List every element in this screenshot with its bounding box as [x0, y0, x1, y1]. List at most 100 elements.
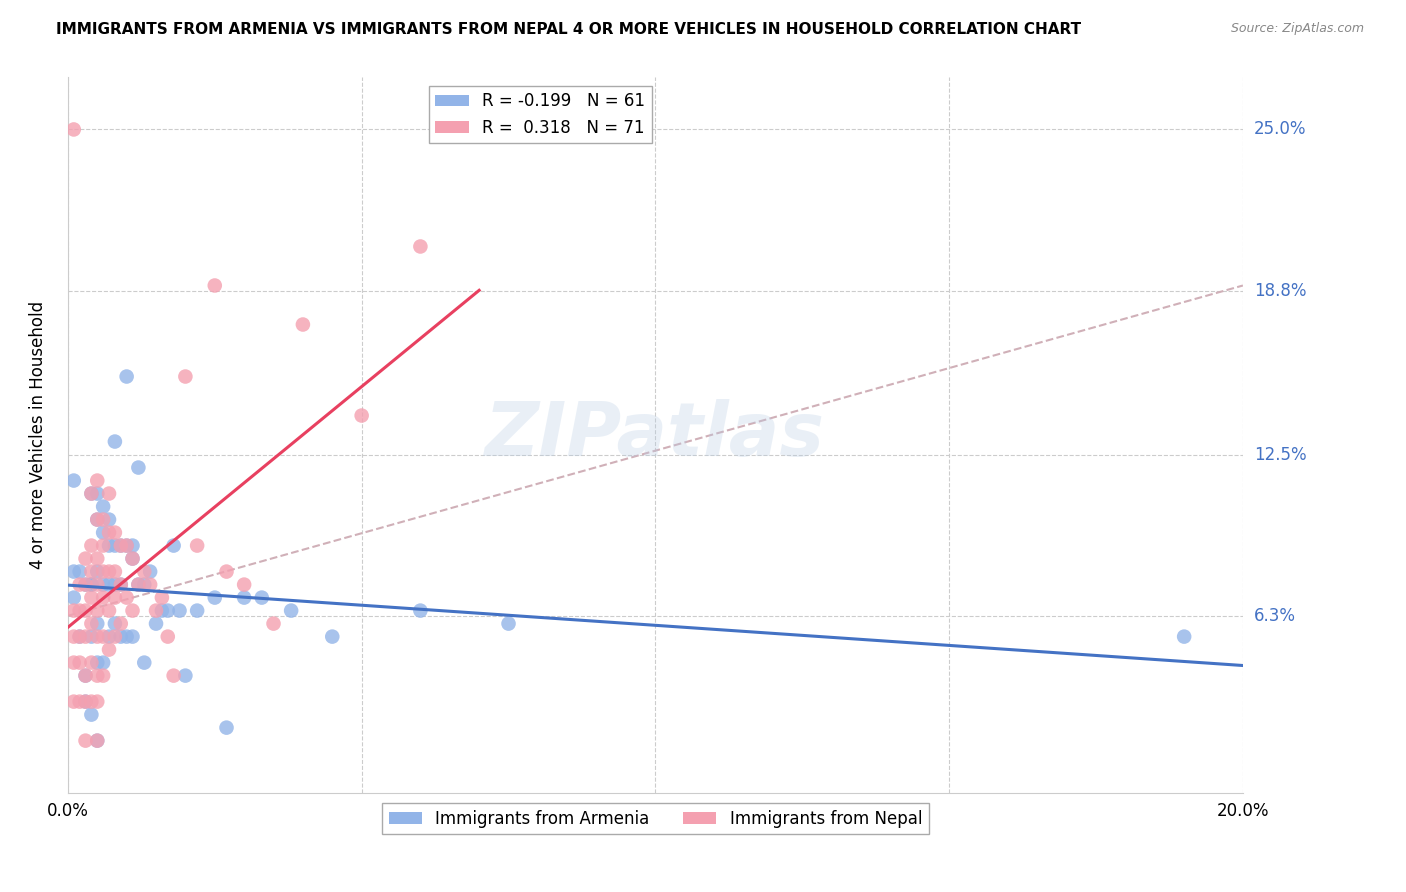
Point	[80, 577, 103, 591]
Point	[104, 434, 127, 449]
Point	[121, 630, 143, 644]
Point	[104, 565, 127, 579]
Text: 12.5%: 12.5%	[1254, 445, 1306, 464]
Point	[86, 604, 108, 618]
Point	[86, 656, 108, 670]
Point	[104, 591, 127, 605]
Point	[75, 695, 97, 709]
Point	[110, 539, 132, 553]
Point	[263, 616, 285, 631]
Point	[69, 630, 91, 644]
Point	[134, 565, 156, 579]
Point	[321, 630, 343, 644]
Point	[104, 616, 127, 631]
Point	[110, 577, 132, 591]
Point	[115, 630, 138, 644]
Point	[233, 577, 256, 591]
Point	[145, 616, 167, 631]
Point	[75, 668, 97, 682]
Text: Source: ZipAtlas.com: Source: ZipAtlas.com	[1230, 22, 1364, 36]
Text: 25.0%: 25.0%	[1254, 120, 1306, 138]
Point	[104, 525, 127, 540]
Point	[409, 604, 432, 618]
Point	[91, 577, 114, 591]
Point	[163, 668, 186, 682]
Point	[80, 486, 103, 500]
Point	[115, 539, 138, 553]
Point	[80, 565, 103, 579]
Point	[75, 695, 97, 709]
Point	[62, 474, 84, 488]
Text: 18.8%: 18.8%	[1254, 282, 1306, 300]
Point	[156, 630, 179, 644]
Point	[110, 630, 132, 644]
Point	[134, 577, 156, 591]
Point	[186, 539, 208, 553]
Point	[110, 539, 132, 553]
Point	[86, 512, 108, 526]
Point	[91, 630, 114, 644]
Point	[69, 604, 91, 618]
Point	[86, 733, 108, 747]
Point	[98, 525, 121, 540]
Point	[91, 512, 114, 526]
Point	[98, 539, 121, 553]
Point	[150, 604, 173, 618]
Point	[91, 591, 114, 605]
Point	[291, 318, 314, 332]
Point	[91, 668, 114, 682]
Point	[86, 512, 108, 526]
Point	[75, 551, 97, 566]
Point	[145, 604, 167, 618]
Point	[80, 486, 103, 500]
Point	[75, 604, 97, 618]
Point	[62, 591, 84, 605]
Point	[98, 604, 121, 618]
Point	[86, 577, 108, 591]
Legend: Immigrants from Armenia, Immigrants from Nepal: Immigrants from Armenia, Immigrants from…	[382, 803, 929, 834]
Point	[121, 539, 143, 553]
Point	[156, 604, 179, 618]
Point	[115, 539, 138, 553]
Point	[104, 577, 127, 591]
Point	[250, 591, 273, 605]
Point	[134, 656, 156, 670]
Point	[215, 565, 238, 579]
Point	[69, 565, 91, 579]
Point	[69, 577, 91, 591]
Point	[62, 695, 84, 709]
Point	[121, 604, 143, 618]
Point	[98, 642, 121, 657]
Point	[86, 668, 108, 682]
Point	[98, 630, 121, 644]
Point	[163, 539, 186, 553]
Point	[86, 695, 108, 709]
Point	[350, 409, 373, 423]
Point	[80, 539, 103, 553]
Point	[80, 695, 103, 709]
Point	[174, 369, 197, 384]
Point	[91, 565, 114, 579]
Point	[186, 604, 208, 618]
Point	[121, 551, 143, 566]
Point	[127, 577, 149, 591]
Point	[62, 122, 84, 136]
Point	[150, 591, 173, 605]
Point	[69, 656, 91, 670]
Point	[204, 591, 226, 605]
Y-axis label: 4 or more Vehicles in Household: 4 or more Vehicles in Household	[30, 301, 46, 569]
Point	[62, 565, 84, 579]
Point	[62, 630, 84, 644]
Point	[98, 565, 121, 579]
Point	[91, 656, 114, 670]
Point	[80, 616, 103, 631]
Point	[80, 630, 103, 644]
Point	[139, 577, 162, 591]
Point	[127, 577, 149, 591]
Point	[62, 604, 84, 618]
Point	[280, 604, 302, 618]
Point	[174, 668, 197, 682]
Text: IMMIGRANTS FROM ARMENIA VS IMMIGRANTS FROM NEPAL 4 OR MORE VEHICLES IN HOUSEHOLD: IMMIGRANTS FROM ARMENIA VS IMMIGRANTS FR…	[56, 22, 1081, 37]
Point	[86, 616, 108, 631]
Point	[498, 616, 520, 631]
